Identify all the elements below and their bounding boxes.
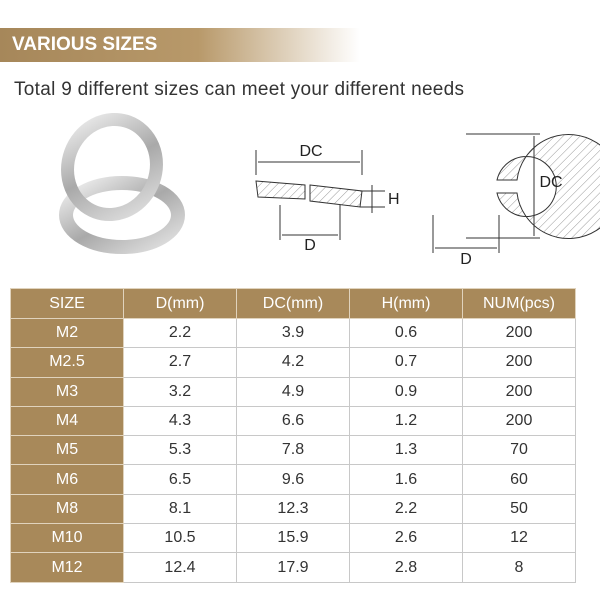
value-cell: 12.3 (236, 493, 350, 525)
value-cell: 1.6 (349, 464, 463, 495)
value-cell: 200 (462, 405, 576, 437)
value-cell: 200 (462, 376, 576, 407)
value-cell: 0.9 (349, 376, 463, 407)
value-cell: 15.9 (236, 523, 350, 554)
value-cell: 8 (462, 552, 576, 583)
size-cell: M12 (10, 552, 124, 583)
label-h: H (388, 191, 400, 208)
table-row: M10 10.5 15.9 2.6 12 (10, 523, 576, 554)
size-cell: M4 (10, 405, 124, 437)
value-cell: 4.3 (123, 405, 237, 437)
column-header: NUM(pcs) (462, 288, 576, 319)
top-view (432, 133, 600, 253)
table-row: M4 4.3 6.6 1.2 200 (10, 405, 576, 437)
value-cell: 50 (462, 493, 576, 525)
value-cell: 2.7 (123, 347, 237, 378)
header-row: SIZE D(mm) DC(mm) H(mm) NUM(pcs) (10, 288, 576, 319)
value-cell: 6.6 (236, 405, 350, 437)
table-row: M12 12.4 17.9 2.8 8 (10, 552, 576, 583)
table-row: M2.5 2.7 4.2 0.7 200 (10, 347, 576, 378)
size-cell: M8 (10, 493, 124, 525)
value-cell: 2.6 (349, 523, 463, 554)
value-cell: 10.5 (123, 523, 237, 554)
value-cell: 3.9 (236, 317, 350, 349)
table-row: M5 5.3 7.8 1.3 70 (10, 435, 576, 466)
side-view (255, 150, 385, 240)
washer-photo (59, 112, 185, 254)
value-cell: 1.2 (349, 405, 463, 437)
value-cell: 2.2 (349, 493, 463, 525)
table-row: M6 6.5 9.6 1.6 60 (10, 464, 576, 495)
value-cell: 2.2 (123, 317, 237, 349)
value-cell: 70 (462, 435, 576, 466)
label-d: D (460, 251, 472, 268)
size-cell: M2 (10, 317, 124, 349)
table-row: M2 2.2 3.9 0.6 200 (10, 317, 576, 349)
value-cell: 5.3 (123, 435, 237, 466)
table-row: M8 8.1 12.3 2.2 50 (10, 493, 576, 525)
value-cell: 1.3 (349, 435, 463, 466)
value-cell: 7.8 (236, 435, 350, 466)
subtitle: Total 9 different sizes can meet your di… (14, 79, 465, 100)
value-cell: 3.2 (123, 376, 237, 407)
value-cell: 0.6 (349, 317, 463, 349)
column-header: SIZE (10, 288, 124, 319)
value-cell: 9.6 (236, 464, 350, 495)
illustration: DC H D DC D (59, 112, 600, 268)
value-cell: 17.9 (236, 552, 350, 583)
size-cell: M6 (10, 464, 124, 495)
value-cell: 12.4 (123, 552, 237, 583)
value-cell: 60 (462, 464, 576, 495)
value-cell: 200 (462, 317, 576, 349)
value-cell: 12 (462, 523, 576, 554)
label-dc: DC (539, 174, 562, 191)
banner (0, 28, 360, 62)
title: VARIOUS SIZES (12, 34, 158, 55)
column-header: D(mm) (123, 288, 237, 319)
value-cell: 6.5 (123, 464, 237, 495)
value-cell: 0.7 (349, 347, 463, 378)
label-d: D (304, 237, 316, 254)
value-cell: 8.1 (123, 493, 237, 525)
size-cell: M2.5 (10, 347, 124, 378)
column-header: H(mm) (349, 288, 463, 319)
label-dc: DC (299, 143, 322, 160)
value-cell: 4.9 (236, 376, 350, 407)
column-header: DC(mm) (236, 288, 350, 319)
size-table: SIZE D(mm) DC(mm) H(mm) NUM(pcs) M2 2.2 3.9 0.6 2… (10, 288, 576, 583)
value-cell: 4.2 (236, 347, 350, 378)
size-cell: M3 (10, 376, 124, 407)
value-cell: 2.8 (349, 552, 463, 583)
size-cell: M10 (10, 523, 124, 554)
size-cell: M5 (10, 435, 124, 466)
value-cell: 200 (462, 347, 576, 378)
table-row: M3 3.2 4.9 0.9 200 (10, 376, 576, 407)
